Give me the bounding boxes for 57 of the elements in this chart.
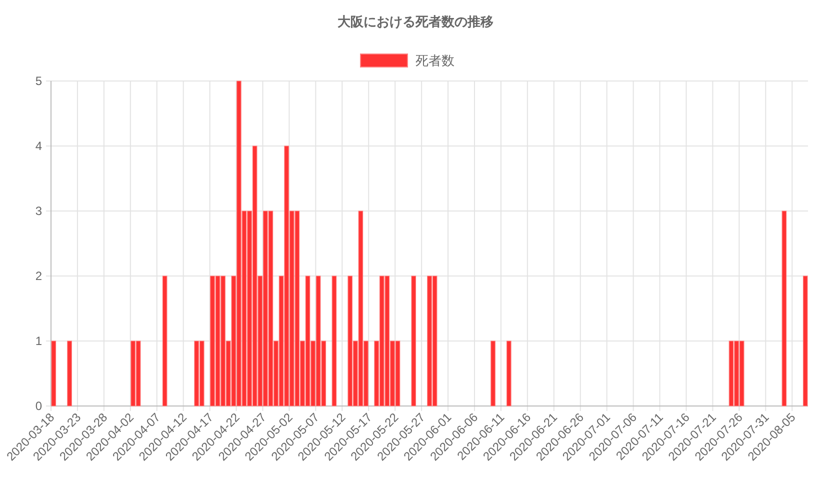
bar [364,340,368,406]
bar [300,340,305,406]
bar [231,276,236,406]
bar [802,276,808,406]
bar [358,210,364,406]
bar [390,340,395,406]
bar [258,276,263,406]
bar [247,210,252,406]
bar [432,276,438,406]
bar [782,210,787,406]
y-tick-label: 4 [35,139,42,153]
y-tick-label: 2 [35,269,42,283]
bar [379,276,384,406]
bar [67,340,72,406]
y-tick-label: 0 [35,399,42,413]
bar [348,276,353,406]
bar [294,210,300,406]
bar [289,210,294,406]
chart-title: 大阪における死者数の推移 [338,14,494,29]
y-tick-label: 5 [35,74,42,88]
bar [278,276,284,406]
legend-label: 死者数 [416,53,454,68]
bar [242,210,247,406]
bar [411,276,416,406]
bar [136,340,141,406]
bar [427,276,432,406]
bar [395,340,400,406]
bar [226,340,231,406]
bar [490,340,496,406]
bar [284,146,289,406]
bar [252,146,258,406]
bar [305,276,310,406]
bar [194,340,199,406]
bar [384,276,390,406]
bar [51,340,56,406]
bar [374,340,379,406]
bar [262,210,268,406]
bar [728,340,734,406]
bar [210,276,215,406]
bar [220,276,226,406]
bar [352,340,358,406]
y-tick-label: 3 [35,204,42,218]
bar [162,276,168,406]
bar [506,340,512,406]
bar [130,340,136,406]
bar [739,340,744,406]
bar [316,276,321,406]
bar [274,340,278,406]
y-tick-label: 1 [35,334,42,348]
bar [236,80,242,406]
bar [199,340,204,406]
bar [268,210,274,406]
bar [734,340,739,406]
bar [215,276,220,406]
bar [332,276,337,406]
bar [310,340,316,406]
bar [321,340,326,406]
